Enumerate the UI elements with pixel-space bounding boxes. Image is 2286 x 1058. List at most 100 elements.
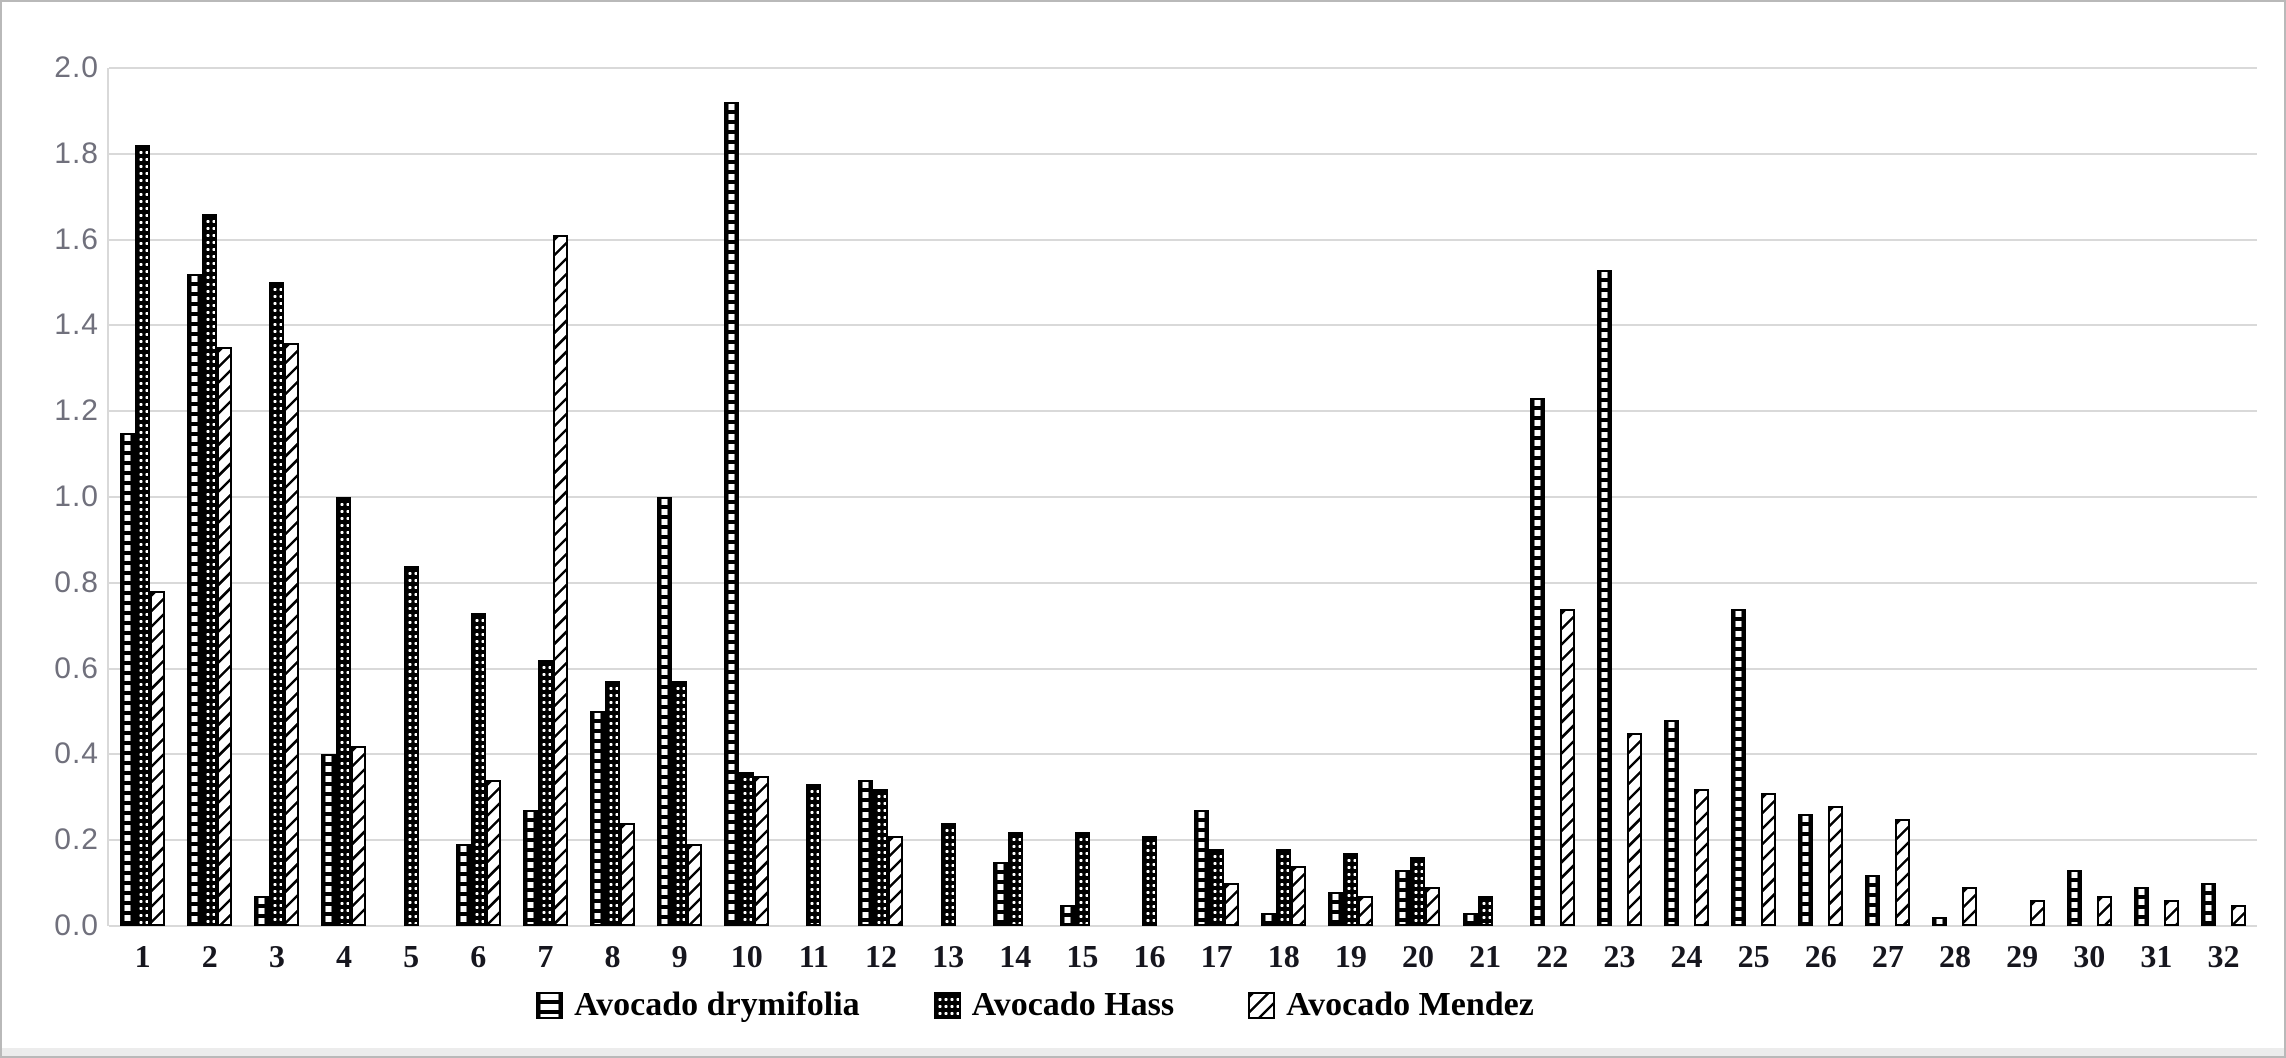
bar-slot [1425, 68, 1441, 926]
x-tick-label: 21 [1469, 938, 1502, 974]
gridline [109, 496, 2257, 498]
y-tick-label: 0.4 [54, 737, 99, 771]
bar-slot [1612, 68, 1627, 926]
bar-avocado-mendez [1761, 793, 1777, 926]
bar-slot [956, 68, 971, 926]
bar-avocado-drymifolia [992, 862, 1008, 926]
bar-avocado-mendez [1291, 866, 1307, 926]
bar-avocado-drymifolia [1865, 875, 1881, 926]
bar-slot [1545, 68, 1560, 926]
y-tick-label: 1.6 [54, 222, 99, 256]
bar-slot [657, 68, 673, 926]
bar-avocado-mendez [1425, 887, 1441, 926]
bar-avocado-drymifolia [120, 433, 136, 926]
bar-slot [1559, 68, 1575, 926]
x-tick-label: 27 [1871, 938, 1904, 974]
bar-slot [470, 68, 486, 926]
bar-avocado-hass [336, 497, 352, 926]
bar-group: 19 [1317, 68, 1384, 974]
gridline [109, 324, 2257, 327]
bar-avocado-mendez [2230, 905, 2246, 926]
bar-slot [1157, 68, 1172, 926]
bar-group: 27 [1854, 68, 1921, 974]
x-tick-label: 4 [335, 938, 352, 974]
bar-slot [2066, 68, 2082, 926]
bar-avocado-drymifolia [1932, 917, 1948, 926]
mendez-pattern-swatch-icon [1248, 991, 1276, 1019]
bar-avocado-drymifolia [1194, 810, 1210, 926]
y-tick-label: 1.8 [54, 136, 99, 170]
bar-avocado-drymifolia [724, 102, 740, 926]
bar-group: 30 [2056, 68, 2123, 974]
bar-slot [873, 68, 889, 926]
bar-slot [2082, 68, 2097, 926]
bar-slot [1462, 68, 1478, 926]
x-tick-label: 19 [1334, 938, 1367, 974]
bar-slot [992, 68, 1008, 926]
bar-slot [2029, 68, 2045, 926]
bar-slot [1023, 68, 1038, 926]
bar-slot [1529, 68, 1545, 926]
bar-slot [351, 68, 367, 926]
bar-avocado-mendez [754, 776, 770, 926]
legend: Avocado drymifolia Avocado Hass Avocado … [2, 986, 2178, 1024]
legend-item-hass: Avocado Hass [933, 986, 1175, 1024]
bar-avocado-hass [604, 681, 620, 926]
bar-avocado-mendez [1224, 883, 1240, 926]
bar-group: 5 [378, 68, 445, 974]
bar-slot [1007, 68, 1023, 926]
bar-avocado-hass [739, 772, 755, 926]
bar-slot [1947, 68, 1962, 926]
bar-avocado-mendez [351, 746, 367, 926]
x-tick-label: 20 [1401, 938, 1434, 974]
bar-avocado-mendez [2029, 900, 2045, 926]
bar-group: 20 [1384, 68, 1451, 974]
bar-avocado-drymifolia [2133, 887, 2149, 926]
bar-avocado-drymifolia [187, 274, 203, 926]
bar-avocado-hass [1477, 896, 1493, 926]
bar-slot [604, 68, 620, 926]
bar-slot [1493, 68, 1508, 926]
bar-avocado-hass [470, 613, 486, 926]
bar-slot [202, 68, 218, 926]
x-tick-label: 31 [2140, 938, 2173, 974]
bar-slot [1693, 68, 1709, 926]
bar-slot [1798, 68, 1814, 926]
bar-slot [2096, 68, 2112, 926]
x-tick-label: 14 [999, 938, 1032, 974]
bar-slot [522, 68, 538, 926]
bar-slot [1291, 68, 1307, 926]
bar-slot [687, 68, 703, 926]
bar-avocado-mendez [1626, 733, 1642, 926]
bar-slot [1224, 68, 1240, 926]
y-tick-label: 1.2 [54, 394, 99, 428]
bar-avocado-drymifolia [1596, 270, 1612, 926]
bar-slot [1626, 68, 1642, 926]
bar-avocado-drymifolia [858, 780, 874, 926]
bar-slot [389, 68, 404, 926]
x-tick-label: 11 [798, 938, 829, 974]
bar-slot [150, 68, 166, 926]
x-tick-label: 26 [1804, 938, 1837, 974]
bar-avocado-drymifolia [1059, 905, 1075, 926]
gridline [109, 67, 2257, 69]
bar-avocado-mendez [888, 836, 904, 926]
bar-avocado-drymifolia [1462, 913, 1478, 926]
x-tick-label: 16 [1133, 938, 1166, 974]
bar-slot [821, 68, 836, 926]
bar-avocado-drymifolia [657, 497, 673, 926]
bar-slot [403, 68, 419, 926]
bar-group: 28 [1921, 68, 1988, 974]
x-tick-label: 7 [537, 938, 554, 974]
bar-slot [1090, 68, 1105, 926]
x-tick-label: 28 [1938, 938, 1971, 974]
x-tick-label: 30 [2073, 938, 2106, 974]
legend-label-hass: Avocado Hass [971, 986, 1175, 1023]
bar-slot [2200, 68, 2216, 926]
x-tick-label: 1 [134, 938, 151, 974]
bar-group: 10 [713, 68, 780, 974]
bar-slot [1358, 68, 1374, 926]
bar-group: 13 [915, 68, 982, 974]
y-tick-label: 0.8 [54, 565, 99, 599]
bar-slot [254, 68, 270, 926]
